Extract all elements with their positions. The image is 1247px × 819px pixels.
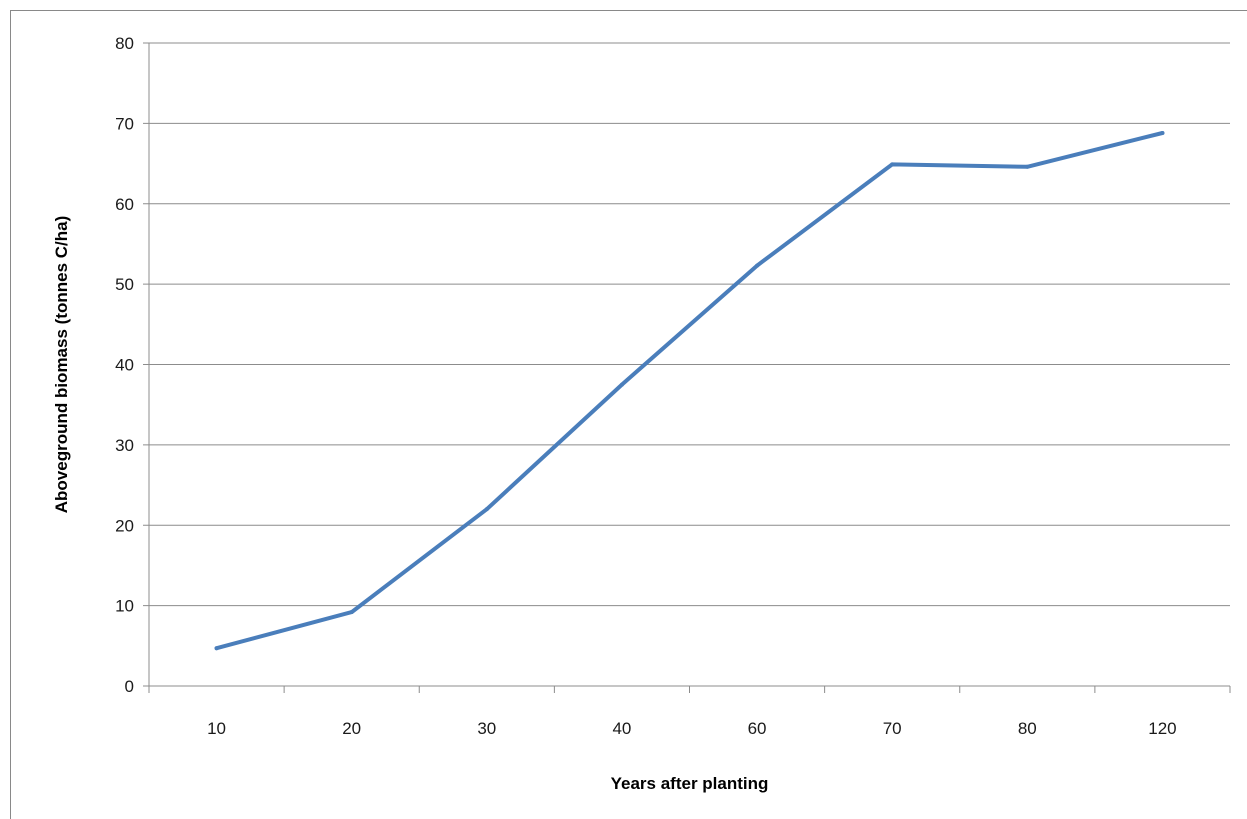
x-tick-label-30: 30 xyxy=(477,719,496,738)
axes xyxy=(143,42,1231,693)
x-tick-label-70: 70 xyxy=(883,719,902,738)
y-axis-title: Aboveground biomass (tonnes C/ha) xyxy=(52,216,71,514)
data-point-80 xyxy=(1025,164,1030,169)
x-tick-label-80: 80 xyxy=(1018,719,1037,738)
series-layer xyxy=(214,131,1165,651)
x-tick-label-40: 40 xyxy=(612,719,631,738)
data-point-70 xyxy=(890,162,895,167)
x-tick-labels: 10 20 30 40 60 70 80 120 xyxy=(207,719,1177,738)
x-tick-label-20: 20 xyxy=(342,719,361,738)
x-axis-title: Years after planting xyxy=(611,774,769,793)
y-tick-label-10: 10 xyxy=(115,597,134,616)
data-point-120 xyxy=(1160,131,1165,136)
chart-frame xyxy=(10,10,1247,819)
y-tick-label-80: 80 xyxy=(115,34,134,53)
y-tick-label-60: 60 xyxy=(115,195,134,214)
series-line-0 xyxy=(214,131,1165,651)
x-tick-label-60: 60 xyxy=(748,719,767,738)
gridlines xyxy=(149,42,1230,607)
y-tick-label-40: 40 xyxy=(115,356,134,375)
data-point-40 xyxy=(619,382,624,387)
y-tick-label-0: 0 xyxy=(125,677,134,696)
x-tick-label-10: 10 xyxy=(207,719,226,738)
y-tick-label-50: 50 xyxy=(115,275,134,294)
data-point-10 xyxy=(214,646,219,651)
y-tick-label-70: 70 xyxy=(115,114,134,133)
y-tick-label-20: 20 xyxy=(115,516,134,535)
x-tick-label-120: 120 xyxy=(1148,719,1176,738)
data-point-30 xyxy=(484,507,489,512)
y-tick-label-30: 30 xyxy=(115,436,134,455)
data-point-20 xyxy=(349,610,354,615)
data-point-60 xyxy=(755,263,760,268)
y-tick-labels: 0 10 20 30 40 50 60 70 80 xyxy=(115,34,134,696)
